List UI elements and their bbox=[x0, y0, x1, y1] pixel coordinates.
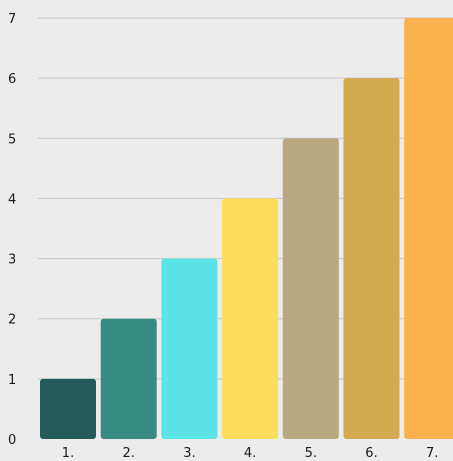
y-tick-label: 4 bbox=[8, 192, 16, 207]
y-tick-label: 7 bbox=[8, 12, 16, 27]
bar-6 bbox=[343, 78, 400, 440]
y-tick-label: 6 bbox=[8, 72, 16, 87]
bar-2 bbox=[100, 318, 157, 439]
y-tick-label: 3 bbox=[8, 253, 16, 268]
bar-7 bbox=[404, 18, 453, 439]
y-axis-labels: 0 1 2 3 4 5 6 7 bbox=[8, 12, 16, 448]
y-tick-label: 0 bbox=[8, 433, 16, 448]
bars bbox=[40, 18, 453, 440]
y-tick-label: 2 bbox=[8, 313, 16, 328]
x-tick-label: 6. bbox=[365, 446, 377, 461]
y-tick-label: 5 bbox=[8, 132, 16, 147]
x-tick-label: 5. bbox=[305, 446, 317, 461]
x-tick-label: 1. bbox=[62, 446, 74, 461]
x-tick-label: 3. bbox=[183, 446, 195, 461]
bar-5 bbox=[282, 138, 339, 440]
x-tick-label: 7. bbox=[426, 446, 438, 461]
x-tick-label: 2. bbox=[122, 446, 134, 461]
x-axis-labels: 1. 2. 3. 4. 5. 6. 7. bbox=[62, 446, 439, 461]
bar-1 bbox=[40, 378, 96, 439]
bar-3 bbox=[161, 258, 218, 439]
x-tick-label: 4. bbox=[244, 446, 256, 461]
bar-4 bbox=[222, 198, 279, 439]
y-tick-label: 1 bbox=[8, 373, 16, 388]
